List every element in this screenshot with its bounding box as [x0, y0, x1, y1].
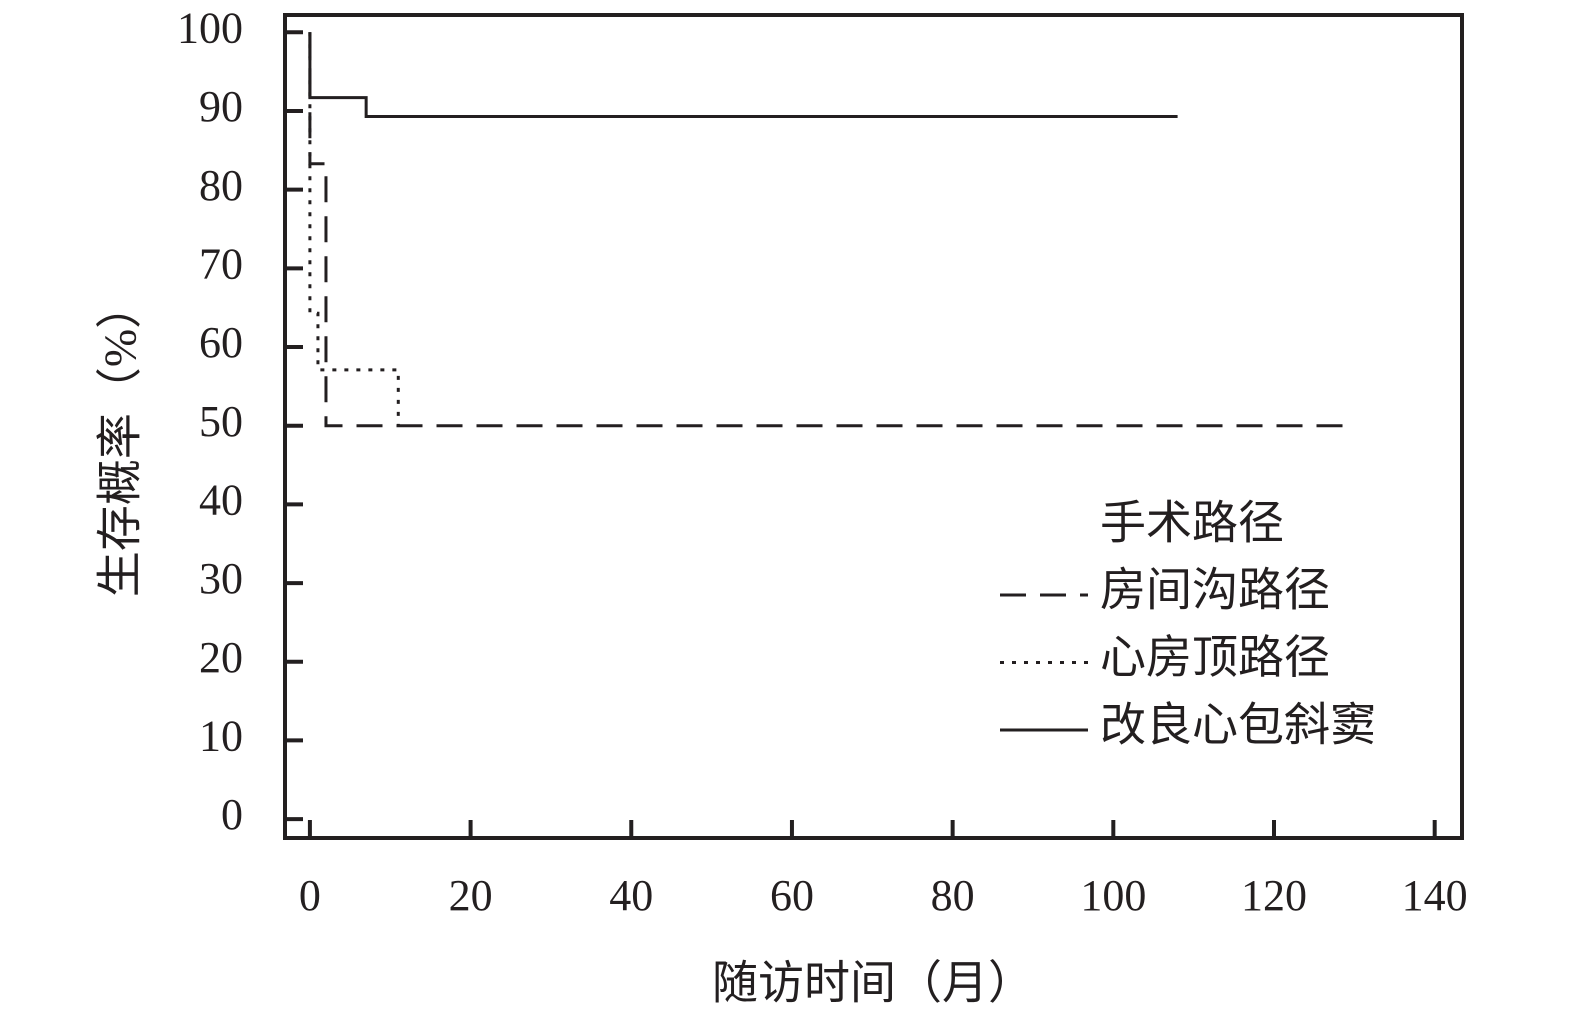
- y-tick-label: 60: [199, 318, 243, 367]
- x-tick-label: 60: [770, 871, 814, 920]
- legend-title: 手术路径: [1100, 498, 1284, 549]
- y-tick-label: 80: [199, 161, 243, 210]
- y-tick-label: 10: [199, 712, 243, 761]
- x-tick-label: 20: [449, 871, 493, 920]
- legend-label: 心房顶路径: [1100, 632, 1330, 683]
- survival-curve: [308, 32, 1178, 118]
- y-axis-label: 生存概率（%）: [95, 283, 146, 597]
- y-tick-label: 50: [199, 397, 243, 446]
- x-tick-label: 100: [1080, 871, 1146, 920]
- survival-curve: [308, 32, 1347, 428]
- x-axis-label: 随访时间（月）: [712, 958, 1034, 1009]
- x-tick-label: 40: [609, 871, 653, 920]
- x-tick-label: 0: [299, 871, 321, 920]
- x-tick-label: 140: [1402, 871, 1468, 920]
- legend-label: 房间沟路径: [1100, 565, 1330, 616]
- y-tick-label: 0: [221, 790, 243, 839]
- x-tick-label: 80: [931, 871, 975, 920]
- y-tick-label: 30: [199, 554, 243, 603]
- x-tick-label: 120: [1241, 871, 1307, 920]
- y-tick-label: 90: [199, 82, 243, 131]
- y-tick-label: 40: [199, 475, 243, 524]
- y-tick-label: 100: [177, 3, 243, 52]
- survival-curve: [308, 32, 400, 426]
- legend-label: 改良心包斜窦: [1100, 700, 1376, 751]
- y-tick-label: 70: [199, 239, 243, 288]
- y-tick-label: 20: [199, 633, 243, 682]
